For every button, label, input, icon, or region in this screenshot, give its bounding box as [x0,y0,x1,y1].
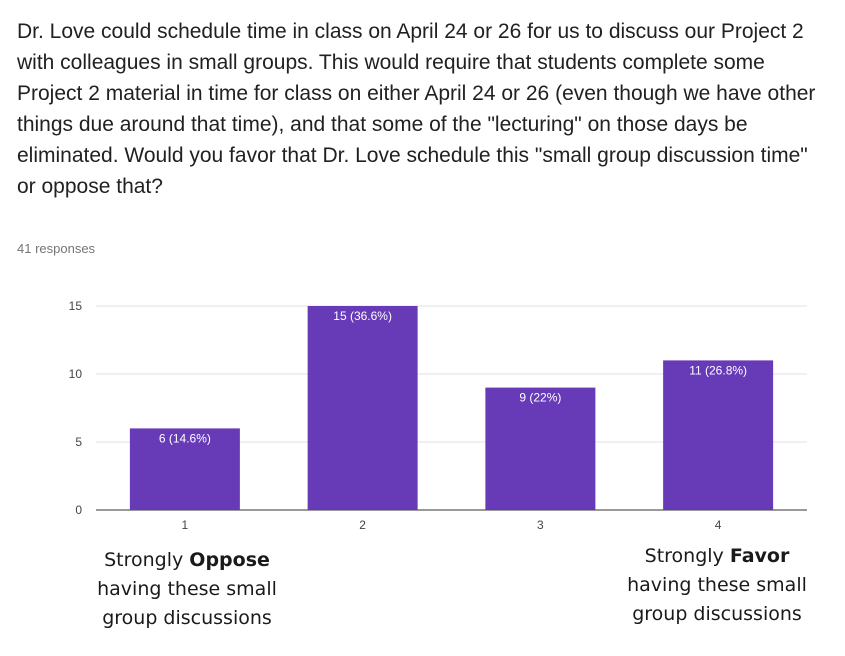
y-tick-label: 10 [69,367,83,381]
bar-chart: 0 5 10 15 6 (14.6%) 15 (36.6%) 9 (22%) 11 (26.… [69,299,807,532]
annotation-oppose-prefix: Strongly [104,549,190,571]
annotation-favor-line2: having these small [627,574,807,596]
bar-2 [307,306,418,510]
annotation-favor-line3: group discussions [632,603,802,625]
bars: 6 (14.6%) 15 (36.6%) 9 (22%) 11 (26.8%) [129,306,774,510]
annotation-oppose: Strongly Oppose having these small group… [82,546,292,633]
annotation-favor-prefix: Strongly [644,545,730,567]
data-label: 11 (26.8%) [689,363,747,377]
bar-1 [129,428,240,510]
bar-4 [663,360,774,510]
data-label: 9 (22%) [519,391,561,405]
annotation-oppose-line2: having these small [97,578,277,600]
y-tick-label: 5 [75,435,82,449]
y-tick-label: 0 [75,503,82,517]
response-count: 41 responses [17,241,96,256]
question-text: Dr. Love could schedule time in class on… [17,20,816,198]
annotation-favor: Strongly Favor having these small group … [612,542,822,629]
data-label: 15 (36.6%) [333,309,392,323]
x-tick-label: 1 [182,518,189,532]
x-tick-label: 2 [359,518,366,532]
annotation-oppose-bold: Oppose [189,549,270,571]
x-axis: 1 2 3 4 [182,518,722,532]
bar-3 [485,387,596,510]
x-tick-label: 4 [715,518,722,532]
annotation-favor-bold: Favor [729,545,790,567]
annotation-oppose-line3: group discussions [102,607,272,629]
data-label: 6 (14.6%) [159,431,211,445]
y-axis: 0 5 10 15 [69,299,83,517]
y-tick-label: 15 [69,299,83,313]
x-tick-label: 3 [537,518,544,532]
